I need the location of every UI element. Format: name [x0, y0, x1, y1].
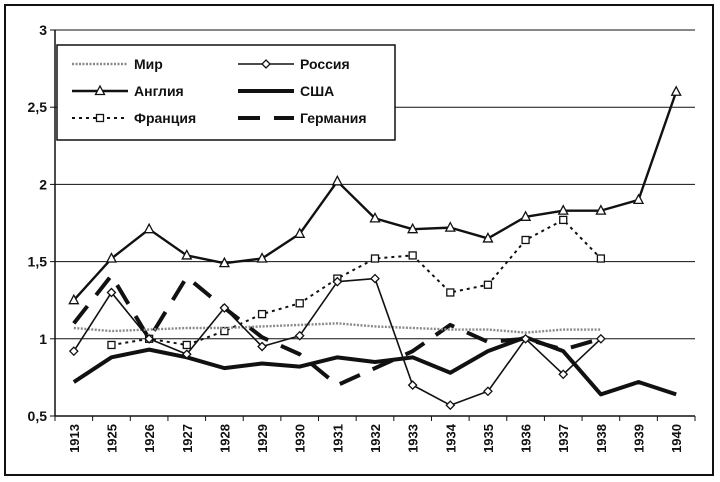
series-сша	[72, 335, 677, 397]
data-point	[68, 293, 80, 305]
legend-box	[56, 44, 396, 141]
data-point	[520, 333, 531, 344]
x-tick-label: 1927	[180, 424, 195, 453]
series-россия	[68, 273, 606, 411]
series-line	[73, 322, 601, 334]
data-point	[257, 309, 267, 319]
legend-label: Мир	[134, 56, 163, 72]
data-point	[445, 400, 456, 411]
axis-layer: 0,5 1 1,5 2 2,5 3 1913 1925 1926 1927 1928 1929 1930…	[28, 22, 696, 453]
data-point	[446, 288, 455, 297]
data-point	[105, 252, 118, 263]
data-point	[482, 232, 494, 243]
x-tick-label: 1932	[368, 424, 383, 453]
data-point	[483, 386, 493, 397]
series-мир	[73, 322, 601, 334]
series-англия	[68, 85, 682, 305]
legend-label: Россия	[300, 56, 350, 72]
x-tick-label: 1937	[556, 424, 571, 453]
legend-item-франция: Франция	[72, 110, 196, 126]
data-point	[521, 235, 530, 245]
legend-label: США	[300, 83, 334, 99]
data-point	[144, 333, 155, 344]
data-point	[331, 174, 343, 186]
x-tick-label: 1933	[406, 424, 421, 453]
series-франция	[107, 215, 606, 350]
y-tick-label: 0,5	[28, 408, 48, 424]
data-point	[483, 280, 493, 289]
data-point	[444, 221, 456, 232]
y-tick-label: 2,5	[28, 99, 48, 115]
data-point	[370, 254, 380, 263]
legend-label: Англия	[134, 83, 184, 99]
x-tick-label: 1931	[330, 424, 345, 453]
data-point	[257, 341, 267, 352]
data-point	[408, 251, 417, 260]
data-point	[596, 254, 606, 263]
x-tick-label: 1929	[255, 424, 270, 453]
x-tick-label: 1938	[594, 424, 609, 453]
legend-label: Германия	[300, 110, 367, 126]
data-point	[68, 346, 79, 357]
series-line	[111, 218, 602, 346]
series-line	[72, 273, 602, 388]
legend-item-сша: США	[238, 83, 334, 99]
series-layer	[68, 85, 682, 411]
data-point	[295, 299, 304, 308]
x-tick-label: 1928	[217, 424, 232, 453]
x-tick-label: 1935	[481, 424, 496, 453]
series-германия	[72, 273, 602, 388]
x-tick-label: 1940	[669, 424, 684, 453]
data-point	[294, 227, 306, 238]
x-tick-label: 1936	[519, 424, 534, 453]
data-point	[557, 204, 569, 215]
x-tick-label: 1934	[443, 423, 458, 453]
series-line	[72, 335, 677, 397]
y-tick-label: 1	[39, 331, 47, 347]
data-point	[181, 249, 193, 260]
data-point	[107, 340, 116, 350]
data-point	[407, 380, 418, 391]
data-point	[595, 333, 606, 344]
data-point	[219, 303, 230, 313]
legend-item-россия: Россия	[238, 56, 350, 72]
data-point	[182, 340, 191, 350]
data-point	[218, 256, 230, 268]
data-point	[520, 210, 532, 221]
legend-item-германия: Германия	[238, 110, 367, 126]
legend-item-мир: Мир	[72, 56, 163, 72]
x-tick-label: 1913	[67, 424, 82, 453]
x-tick-label: 1930	[293, 424, 308, 453]
y-tick-label: 3	[39, 22, 47, 38]
data-point	[558, 369, 569, 380]
x-tick-label: 1939	[632, 424, 647, 453]
y-tick-label: 1,5	[28, 254, 48, 270]
data-point	[143, 222, 155, 234]
x-tick-label: 1926	[142, 424, 157, 453]
legend-label: Франция	[134, 110, 196, 126]
data-point	[370, 273, 380, 284]
data-point	[181, 349, 192, 360]
data-point	[407, 222, 419, 234]
data-point	[632, 193, 645, 204]
data-point	[294, 330, 305, 341]
legend-item-англия: Англия	[72, 83, 184, 99]
data-point	[332, 276, 343, 287]
data-point	[670, 85, 682, 96]
y-tick-label: 2	[39, 176, 47, 192]
data-point	[369, 211, 381, 223]
legend-marker	[261, 59, 271, 69]
data-point	[595, 204, 607, 215]
x-tick-label: 1925	[104, 424, 119, 453]
legend: Мир Россия Англия США Франция Германия	[56, 44, 396, 141]
legend-marker	[94, 84, 106, 96]
data-point	[256, 252, 268, 263]
data-point	[106, 287, 117, 298]
legend-marker	[95, 113, 105, 123]
data-point	[559, 215, 568, 225]
